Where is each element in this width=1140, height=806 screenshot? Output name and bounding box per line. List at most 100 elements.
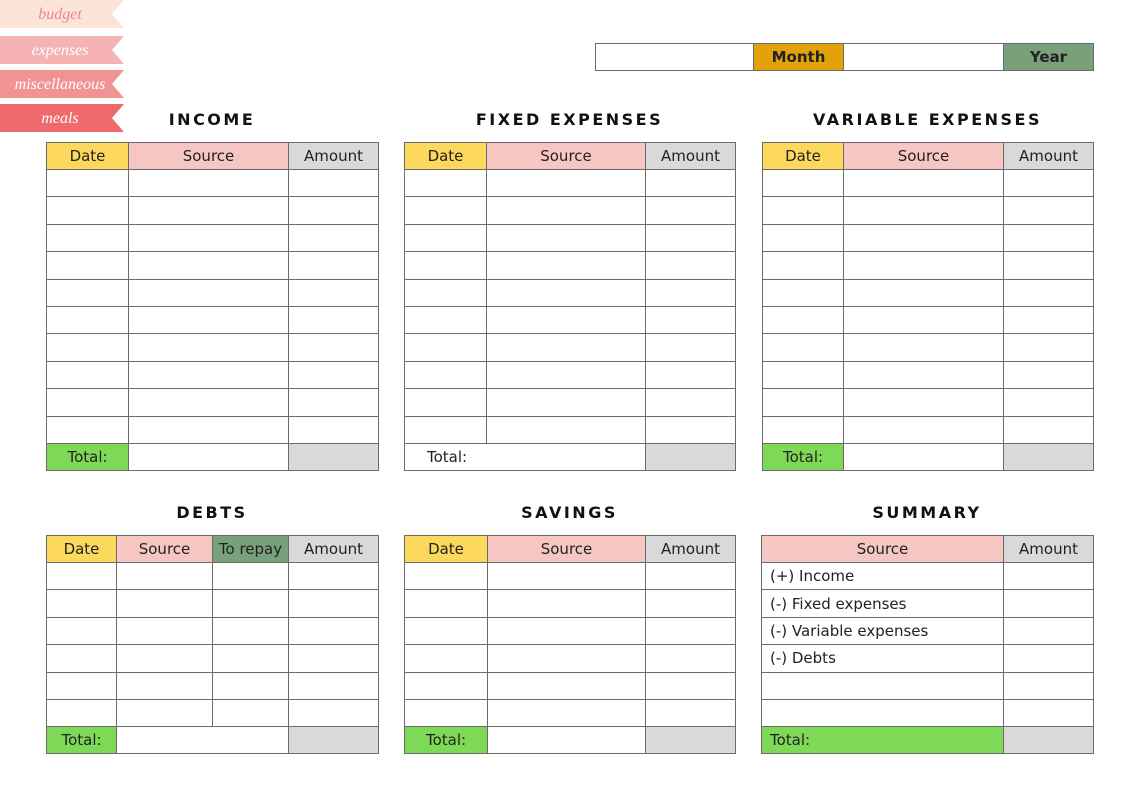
total-label: Total: xyxy=(46,726,117,755)
tab-label: meals xyxy=(41,110,78,127)
column-header: Source xyxy=(761,535,1004,563)
tab-shape xyxy=(0,0,124,28)
table-cell xyxy=(486,415,646,444)
table-cell xyxy=(404,699,488,728)
column-header: Source xyxy=(116,535,213,563)
table-cell xyxy=(843,223,1004,253)
table-cell xyxy=(288,388,379,417)
row-label: (-) Fixed expenses xyxy=(761,589,1004,618)
table-cell xyxy=(288,616,379,646)
table-cell xyxy=(486,196,646,225)
table-cell xyxy=(128,169,289,198)
table-cell xyxy=(404,169,487,198)
table-cell xyxy=(46,251,129,280)
table-cell xyxy=(1003,616,1094,646)
table-cell xyxy=(46,415,129,444)
table-cell xyxy=(1003,196,1094,225)
table-cell xyxy=(404,223,487,253)
table-cell xyxy=(288,671,379,700)
table-cell xyxy=(645,699,736,728)
table-cell xyxy=(486,333,646,362)
table-cell xyxy=(404,306,487,335)
table-title: FIXED EXPENSES xyxy=(475,110,664,129)
column-header: Source xyxy=(486,142,646,170)
column-header: Amount xyxy=(1003,535,1094,563)
tab[interactable]: expenses xyxy=(0,36,124,64)
table-cell xyxy=(46,388,129,417)
table-cell xyxy=(487,616,646,646)
month-label: Month xyxy=(753,43,844,71)
table-cell xyxy=(645,616,736,646)
total-label: Total: xyxy=(46,443,129,471)
table-cell xyxy=(645,278,736,307)
table-cell xyxy=(404,333,487,362)
table-cell xyxy=(212,616,289,646)
column-header: To repay xyxy=(212,535,289,563)
table-cell xyxy=(843,306,1004,335)
column-header: Source xyxy=(128,142,289,170)
total-label: Total: xyxy=(762,443,844,471)
table-cell xyxy=(487,562,646,591)
table-cell xyxy=(1003,415,1094,444)
table-cell xyxy=(116,562,213,591)
table-cell xyxy=(288,306,379,335)
tab[interactable]: budget xyxy=(0,0,124,28)
table-cell xyxy=(1003,306,1094,335)
tab[interactable]: miscellaneous xyxy=(0,70,124,98)
table-cell xyxy=(1003,388,1094,417)
table-cell xyxy=(762,169,844,198)
table-cell xyxy=(762,223,844,253)
table-cell xyxy=(116,644,213,673)
table-cell xyxy=(762,306,844,335)
year-label: Year xyxy=(1003,43,1094,71)
month-input xyxy=(595,43,754,71)
table-cell xyxy=(762,415,844,444)
total-cell xyxy=(645,443,736,471)
table-cell xyxy=(762,388,844,417)
column-header: Date xyxy=(46,142,129,170)
column-header: Amount xyxy=(1003,142,1094,170)
table-cell xyxy=(404,388,487,417)
table-cell xyxy=(486,251,646,280)
table-cell xyxy=(288,333,379,362)
table-cell xyxy=(46,278,129,307)
table-cell xyxy=(116,616,213,646)
table-cell xyxy=(761,699,1004,728)
total-cell xyxy=(843,443,1004,471)
total-cell xyxy=(288,726,379,755)
total-cell xyxy=(128,443,289,471)
total-label: Total: xyxy=(761,726,1004,755)
table-cell xyxy=(128,278,289,307)
table-cell xyxy=(404,251,487,280)
column-header: Date xyxy=(404,535,488,563)
total-cell xyxy=(1003,726,1094,755)
table-cell xyxy=(1003,251,1094,280)
table-cell xyxy=(404,589,488,618)
table-cell xyxy=(645,589,736,618)
table-cell xyxy=(843,388,1004,417)
table-cell xyxy=(486,223,646,253)
table-cell xyxy=(843,169,1004,198)
column-header: Source xyxy=(487,535,646,563)
column-header: Date xyxy=(404,142,487,170)
table-cell xyxy=(1003,671,1094,700)
table-cell xyxy=(762,360,844,390)
table-cell xyxy=(486,306,646,335)
table-cell xyxy=(128,306,289,335)
table-cell xyxy=(128,415,289,444)
table-cell xyxy=(843,251,1004,280)
table-cell xyxy=(645,644,736,673)
table-cell xyxy=(1003,562,1094,591)
row-label: (+) Income xyxy=(761,562,1004,591)
tab-label: budget xyxy=(38,6,82,23)
table-cell xyxy=(46,699,117,728)
table-cell xyxy=(288,699,379,728)
table-cell xyxy=(645,415,736,444)
table-cell xyxy=(404,644,488,673)
table-cell xyxy=(128,388,289,417)
tab-shape xyxy=(0,104,124,132)
total-cell xyxy=(1003,443,1094,471)
column-header: Date xyxy=(46,535,117,563)
table-cell xyxy=(46,169,129,198)
tab[interactable]: meals xyxy=(0,104,124,132)
